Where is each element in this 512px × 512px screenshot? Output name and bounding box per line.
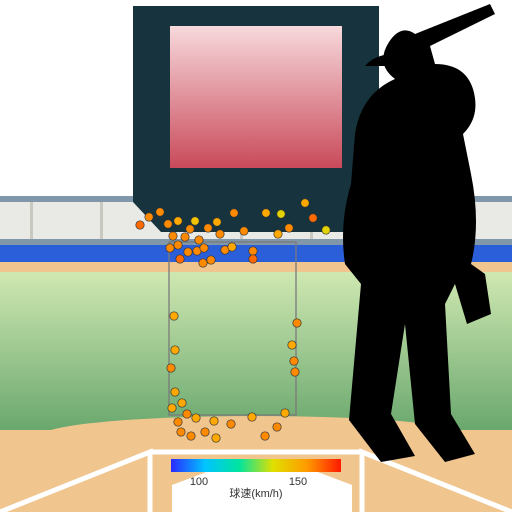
pitch-marker <box>183 410 191 418</box>
pitch-marker <box>181 233 189 241</box>
pitch-marker <box>191 217 199 225</box>
pitch-marker <box>274 230 282 238</box>
pitch-marker <box>192 414 200 422</box>
pitch-marker <box>228 243 236 251</box>
pitch-marker <box>174 217 182 225</box>
pitch-marker <box>156 208 164 216</box>
pitch-marker <box>167 364 175 372</box>
pitch-marker <box>273 423 281 431</box>
pitch-marker <box>230 209 238 217</box>
pitch-marker <box>174 418 182 426</box>
pitch-marker <box>171 346 179 354</box>
pitch-marker <box>201 428 209 436</box>
pitch-marker <box>184 248 192 256</box>
pitch-marker <box>309 214 317 222</box>
pitch-marker <box>178 399 186 407</box>
pitch-marker <box>164 220 172 228</box>
pitch-marker <box>166 244 174 252</box>
pitch-marker <box>187 432 195 440</box>
pitch-marker <box>177 428 185 436</box>
legend-colorbar <box>171 459 341 472</box>
pitch-marker <box>290 357 298 365</box>
pitch-location-chart: 100 150 球速(km/h) <box>0 0 512 512</box>
pitch-marker <box>277 210 285 218</box>
pitch-marker <box>216 230 224 238</box>
pitch-marker <box>212 434 220 442</box>
pitch-marker <box>199 259 207 267</box>
pitch-marker <box>249 247 257 255</box>
legend-caption: 球速(km/h) <box>229 486 282 500</box>
pitch-marker <box>186 225 194 233</box>
pitch-marker <box>249 255 257 263</box>
pitch-marker <box>145 213 153 221</box>
pitch-marker <box>322 226 330 234</box>
pitch-marker <box>291 368 299 376</box>
pitch-marker <box>281 409 289 417</box>
pitch-marker <box>204 224 212 232</box>
pitch-marker <box>176 255 184 263</box>
pitch-marker <box>136 221 144 229</box>
pitch-marker <box>213 218 221 226</box>
pitch-marker <box>207 256 215 264</box>
pitch-marker <box>174 241 182 249</box>
pitch-marker <box>240 227 248 235</box>
pitch-marker <box>210 417 218 425</box>
pitch-marker <box>200 244 208 252</box>
pitch-marker <box>285 224 293 232</box>
pitch-marker <box>262 209 270 217</box>
pitch-marker <box>301 199 309 207</box>
pitch-marker <box>195 236 203 244</box>
legend-tick: 150 <box>289 476 307 488</box>
scoreboard-screen <box>170 26 342 168</box>
pitch-marker <box>248 413 256 421</box>
pitch-marker <box>293 319 301 327</box>
pitch-marker <box>170 312 178 320</box>
pitch-marker <box>261 432 269 440</box>
legend-tick: 100 <box>190 476 208 488</box>
pitch-marker <box>227 420 235 428</box>
pitch-marker <box>169 232 177 240</box>
pitch-marker <box>171 388 179 396</box>
pitch-marker <box>168 404 176 412</box>
pitch-marker <box>288 341 296 349</box>
